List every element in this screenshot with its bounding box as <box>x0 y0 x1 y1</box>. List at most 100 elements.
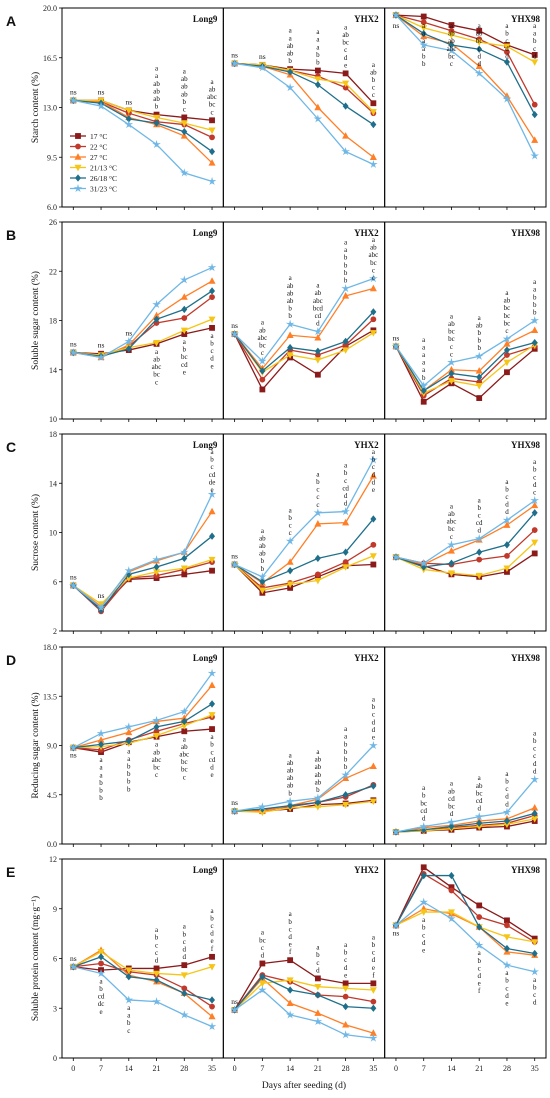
data-point <box>370 782 377 790</box>
significance-letter: a <box>422 351 426 359</box>
significance-letter: d <box>477 60 481 68</box>
chart-row-b: B Soluble sugar content (%) 10 14 18 22 26 Long… <box>6 218 547 424</box>
significance-letter: c <box>372 91 375 99</box>
x-tick-label: 14 <box>286 1064 294 1073</box>
data-point <box>503 359 511 367</box>
significance-letter: b <box>127 785 131 793</box>
y-axis-title: Soluble sugar content (%) <box>30 271 41 370</box>
data-point <box>474 940 484 949</box>
data-point <box>369 987 377 994</box>
significance-letter: ns <box>70 572 77 581</box>
data-point <box>476 902 483 909</box>
significance-letter: c <box>155 949 158 957</box>
significance-letter: dc <box>98 1000 105 1008</box>
data-point <box>314 81 321 89</box>
significance-letter: c <box>533 745 536 753</box>
panel-title: Long9 <box>193 865 218 875</box>
series-path <box>72 570 213 610</box>
significance-letter: d <box>344 54 348 62</box>
data-point <box>287 957 294 964</box>
series-path <box>395 779 536 833</box>
significance-letter: ab <box>315 756 322 764</box>
significance-letter: bcd <box>313 304 324 312</box>
significance-letter: bc <box>448 525 455 533</box>
series-path <box>73 714 213 749</box>
significance-letter: a <box>372 61 376 69</box>
data-point <box>448 871 455 880</box>
data-point <box>476 914 483 920</box>
series-path <box>395 14 536 157</box>
legend-label: 31/23 °C <box>90 184 117 193</box>
data-point <box>419 558 428 567</box>
data-point <box>342 980 349 987</box>
significance-letter: ab <box>370 68 377 76</box>
series-path <box>395 866 536 940</box>
series-line <box>69 507 216 610</box>
data-point <box>152 997 161 1006</box>
data-point <box>342 1020 350 1028</box>
significance-letter: bc <box>181 758 188 766</box>
x-tick-label: 35 <box>369 1064 377 1073</box>
data-point <box>285 536 295 545</box>
significance-letter: b <box>422 792 426 800</box>
chart-row-a: A Starch content (%) 6.0 9.5 13.0 16.5 20.0 Lon… <box>6 4 547 212</box>
ns-label: ns <box>231 798 238 807</box>
data-point <box>230 1005 239 1014</box>
data-point <box>124 120 134 129</box>
series-path <box>395 529 536 566</box>
significance-letter: e <box>210 937 213 945</box>
significance-letter: a <box>533 30 537 38</box>
significance-letter: ns <box>98 341 105 350</box>
data-point <box>476 548 483 556</box>
data-point <box>208 1012 216 1020</box>
data-point <box>314 991 321 999</box>
significance-letter: b <box>477 329 481 337</box>
data-point <box>207 489 217 498</box>
data-point <box>181 962 188 969</box>
significance-letter: ab <box>153 87 160 95</box>
significance-letter: ab <box>448 510 455 518</box>
panel-title: YHX98 <box>511 228 540 238</box>
y-axis-title: Soluble protein content (mg·g⁻¹) <box>30 896 41 1021</box>
data-point <box>179 1010 189 1019</box>
significance-letter: b <box>288 312 292 320</box>
significance-letter: c <box>344 477 347 485</box>
data-point <box>259 367 266 375</box>
data-point <box>68 347 78 357</box>
significance-letter: b <box>316 51 320 59</box>
data-point <box>531 59 539 66</box>
significance-letter: a <box>210 332 214 340</box>
significance-letter: bc <box>448 803 455 811</box>
panel-title: YHX2 <box>354 865 379 875</box>
y-tick-label: 0.0 <box>47 840 57 849</box>
data-point <box>313 508 323 517</box>
series-line <box>393 871 538 945</box>
significance-letter: cd <box>342 484 349 492</box>
data-point <box>286 999 294 1006</box>
significance-letter: a <box>344 733 348 741</box>
panel-title: YHX98 <box>511 14 540 24</box>
data-point <box>209 700 216 708</box>
significance-letter: b <box>127 778 131 786</box>
data-point <box>208 127 216 135</box>
data-point <box>258 63 267 72</box>
data-point <box>447 32 455 39</box>
series-line <box>230 58 378 169</box>
significance-letter: b <box>210 456 214 464</box>
significance-letter: d <box>183 953 187 961</box>
significance-letter: b <box>533 37 537 45</box>
